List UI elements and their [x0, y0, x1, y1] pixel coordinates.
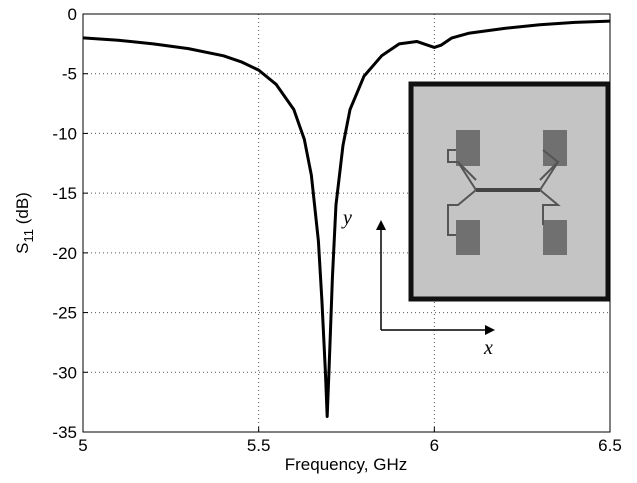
y-tick-label: -35: [52, 423, 77, 442]
y-tick-label: -20: [52, 244, 77, 263]
plot-frame: [82, 13, 611, 433]
annotation: x: [483, 337, 493, 359]
x-axis-label: Frequency, GHz: [285, 455, 408, 474]
y-label-part: (dB): [13, 192, 32, 229]
x-tick-label: 6: [430, 436, 439, 455]
data-line: [82, 19, 611, 418]
x-tick-label: 5.5: [247, 436, 271, 455]
y-tick-label: -30: [52, 363, 77, 382]
y-axis-label: S11 (dB): [13, 192, 36, 254]
annotation: y: [341, 207, 352, 229]
x-tick-label: 6.5: [598, 436, 622, 455]
inset-photo: [408, 81, 611, 302]
y-tick-label: -5: [62, 65, 77, 84]
y-tick-label: -10: [52, 124, 77, 143]
y-tick-label: -15: [52, 184, 77, 203]
y-label-sub: 11: [21, 229, 36, 243]
y-tick-label: 0: [68, 5, 77, 24]
y-label-part: S: [13, 243, 32, 254]
y-tick-label: -25: [52, 304, 77, 323]
x-tick-label: 5: [78, 436, 87, 455]
